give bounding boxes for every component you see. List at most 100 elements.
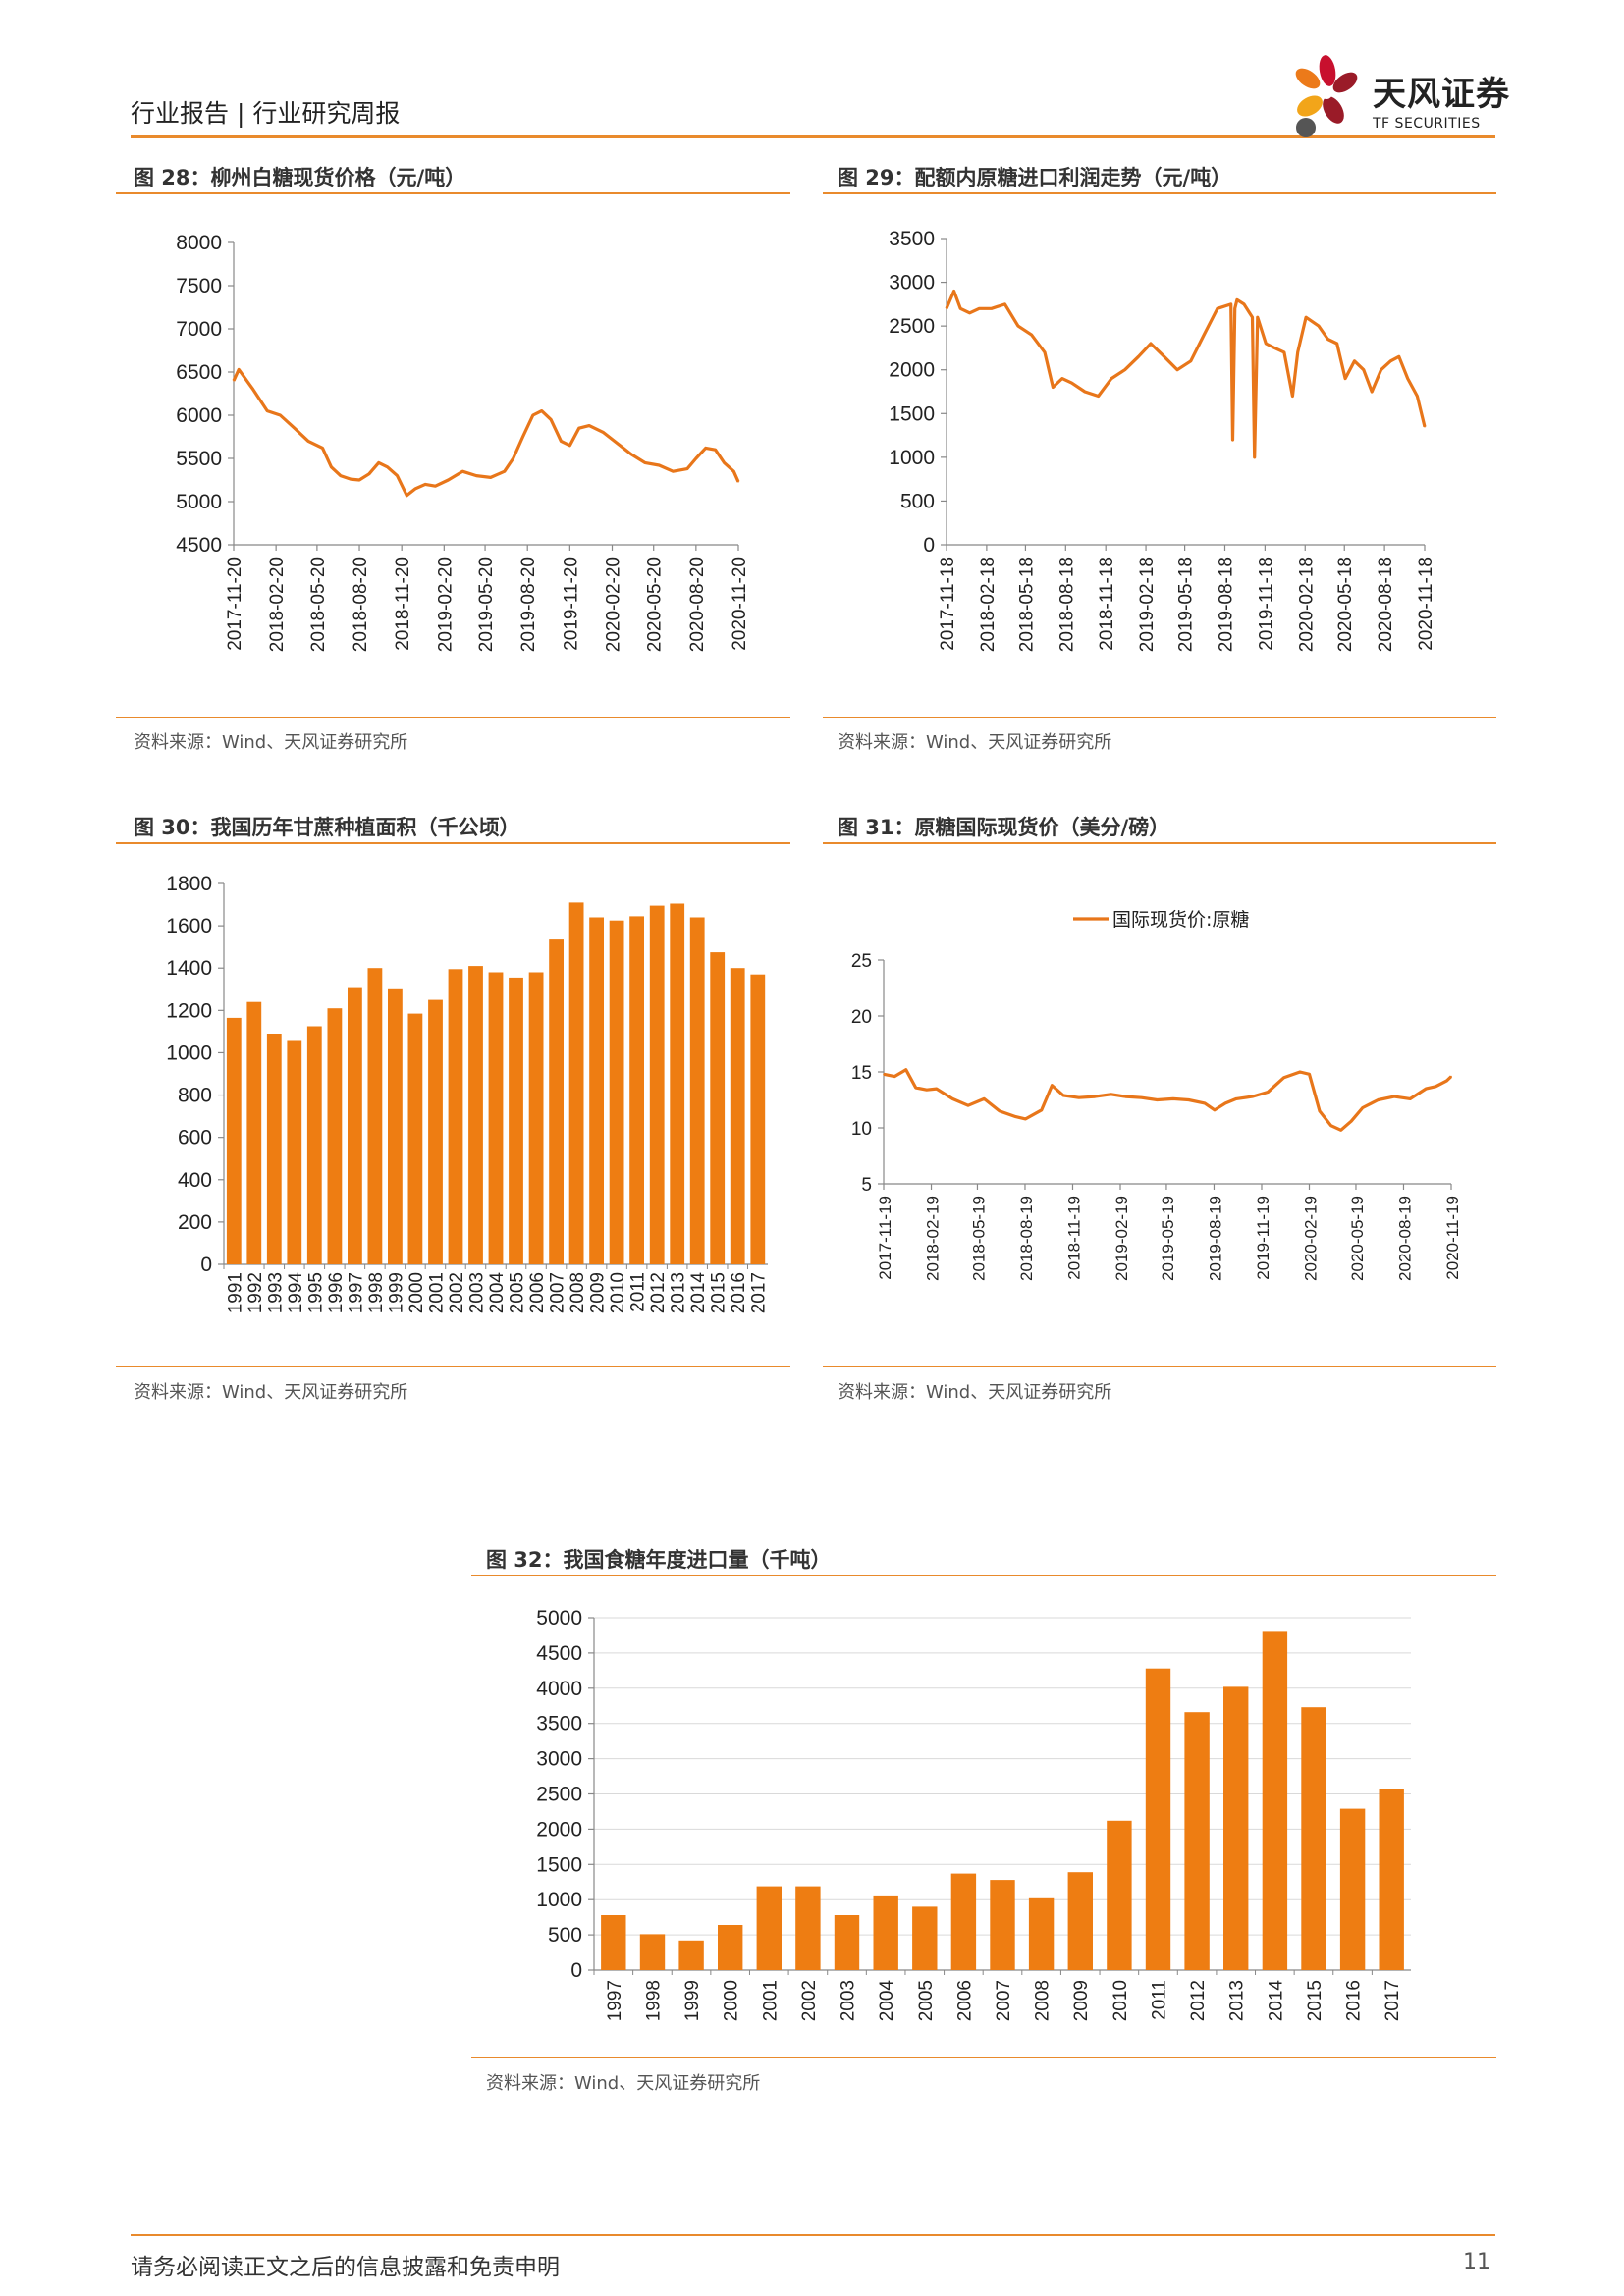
data-point xyxy=(1062,1095,1064,1096)
data-point xyxy=(1253,456,1256,458)
data-point xyxy=(1204,1102,1206,1104)
bar xyxy=(750,974,766,1264)
x-tick-label: 2012 xyxy=(1188,1980,1209,2021)
x-tick-label: 2019-02-19 xyxy=(1112,1196,1131,1281)
data-point xyxy=(434,485,437,488)
bar xyxy=(407,1013,423,1264)
bar xyxy=(1339,1808,1366,1970)
x-tick-label: 1997 xyxy=(605,1980,625,2021)
x-tick-label: 2003 xyxy=(466,1272,487,1313)
data-point xyxy=(904,1068,907,1071)
x-tick-label: 2018-11-19 xyxy=(1064,1196,1083,1280)
x-tick-label: 2016 xyxy=(729,1272,749,1313)
y-tick-label: 5500 xyxy=(176,448,222,470)
data-point xyxy=(1425,1088,1427,1090)
data-point xyxy=(704,447,707,450)
y-tick-label: 7500 xyxy=(176,275,222,297)
data-point xyxy=(475,474,478,477)
data-point xyxy=(1052,386,1055,389)
y-tick-label: 6000 xyxy=(176,404,222,427)
data-point xyxy=(1344,377,1346,380)
data-point xyxy=(461,470,463,473)
bar xyxy=(509,977,523,1264)
data-point xyxy=(658,464,661,466)
data-point xyxy=(1363,368,1365,371)
x-tick-label: 2019-08-18 xyxy=(1216,557,1236,652)
data-point xyxy=(294,427,296,429)
figure-32-source-rule xyxy=(471,2057,1496,2058)
data-point xyxy=(1283,351,1285,353)
figure-29-source-rule xyxy=(823,717,1496,718)
data-point xyxy=(914,1087,917,1089)
figure-28-title-rule xyxy=(116,192,790,194)
data-point xyxy=(1398,355,1400,358)
y-tick-label: 1500 xyxy=(536,1853,582,1876)
data-point xyxy=(1416,395,1419,398)
bar xyxy=(287,1040,302,1264)
x-tick-label: 2017-11-19 xyxy=(876,1196,894,1280)
x-tick-label: 2009 xyxy=(588,1272,609,1313)
data-point xyxy=(1110,377,1112,380)
figure-32-chart: 0 500 1000 1500 2000 2500 3000 3500 4000 4500 5000… xyxy=(471,1582,1496,2044)
data-point xyxy=(1296,351,1299,353)
x-tick-label: 2018-05-19 xyxy=(969,1196,988,1281)
y-tick-label: 10 xyxy=(851,1119,872,1140)
x-tick-label: 2020-11-19 xyxy=(1443,1196,1462,1280)
data-point xyxy=(447,479,450,481)
data-point xyxy=(1110,1094,1112,1095)
data-point xyxy=(1326,338,1329,341)
figure-31-title-rule xyxy=(823,842,1496,844)
y-tick-label: 1000 xyxy=(536,1889,582,1911)
data-point xyxy=(350,478,352,480)
data-point xyxy=(266,409,268,412)
bar xyxy=(468,966,483,1264)
bar xyxy=(1262,1631,1288,1970)
data-point xyxy=(999,1110,1001,1112)
x-tick-label: 2020-08-19 xyxy=(1395,1196,1414,1281)
x-tick-label: 2000 xyxy=(406,1272,427,1313)
data-point xyxy=(330,466,333,468)
bar xyxy=(568,902,584,1264)
y-tick-label: 5 xyxy=(861,1175,872,1196)
data-point xyxy=(1371,391,1373,393)
y-tick-label: 0 xyxy=(570,1959,582,1982)
x-tick-label: 2012 xyxy=(648,1272,669,1313)
bar xyxy=(795,1886,821,1970)
y-tick-label: 4500 xyxy=(176,534,222,557)
data-point xyxy=(307,440,309,443)
bar xyxy=(1379,1789,1404,1970)
data-point xyxy=(1070,382,1073,384)
x-tick-label: 2019-11-20 xyxy=(561,557,581,651)
data-point xyxy=(550,418,552,421)
data-point xyxy=(1308,1073,1311,1076)
y-tick-label: 1600 xyxy=(166,915,212,937)
data-point xyxy=(1233,307,1236,310)
data-point xyxy=(1393,1095,1395,1097)
data-point xyxy=(532,414,534,416)
x-tick-label: 2018-02-18 xyxy=(978,557,999,652)
page-number: 11 xyxy=(1463,2250,1490,2274)
data-point xyxy=(1229,303,1232,305)
series-line xyxy=(883,1068,1453,1132)
bar xyxy=(689,917,705,1264)
x-tick-label: 2016 xyxy=(1344,1980,1365,2021)
data-point xyxy=(1406,377,1409,380)
y-tick-label: 1500 xyxy=(889,402,935,425)
figure-29-title: 图 29：配额内原糖进口利润走势（元/吨） xyxy=(838,166,1232,189)
x-tick-label: 2010 xyxy=(608,1272,628,1313)
footer-disclaimer: 请务必阅读正文之后的信息披露和免责申明 xyxy=(131,2255,560,2280)
y-tick-label: 800 xyxy=(178,1085,212,1107)
data-point xyxy=(414,488,417,490)
x-tick-label: 2003 xyxy=(839,1980,859,2021)
data-point xyxy=(1176,368,1178,371)
bar xyxy=(589,917,604,1264)
data-point xyxy=(1282,1076,1285,1079)
bar xyxy=(601,1915,626,1970)
data-point xyxy=(512,457,514,459)
figure-28-source: 资料来源：Wind、天风证券研究所 xyxy=(134,732,408,753)
data-point xyxy=(568,445,571,447)
bar xyxy=(990,1880,1015,1970)
legend-label: 国际现货价:原糖 xyxy=(1112,909,1249,931)
y-tick-label: 20 xyxy=(851,1007,872,1028)
x-tick-label: 2018-02-19 xyxy=(924,1196,943,1281)
